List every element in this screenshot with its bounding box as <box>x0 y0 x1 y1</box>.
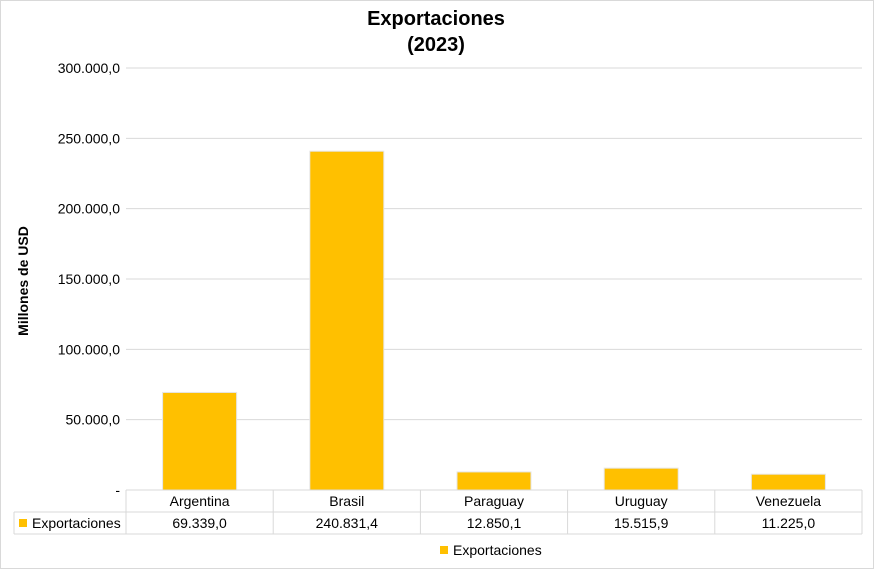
bar-brasil <box>309 150 385 491</box>
bar-paraguay <box>456 471 532 491</box>
data-label: 69.339,0 <box>172 515 227 531</box>
chart-title: Exportaciones <box>367 8 505 30</box>
bar-argentina <box>162 391 238 491</box>
y-tick-label: 300.000,0 <box>58 60 120 76</box>
y-tick-label: 150.000,0 <box>58 271 120 287</box>
bar-venezuela <box>750 473 826 491</box>
x-tick-label: Venezuela <box>756 493 822 509</box>
y-tick-label: - <box>115 482 120 498</box>
data-label: 240.831,4 <box>316 515 378 531</box>
y-tick-label: 100.000,0 <box>58 341 120 357</box>
x-tick-label: Brasil <box>329 493 364 509</box>
data-label: 11.225,0 <box>762 515 816 531</box>
table-series-name: Exportaciones <box>32 515 121 531</box>
y-tick-label: 250.000,0 <box>58 130 120 146</box>
y-tick-label: 200.000,0 <box>58 201 120 217</box>
bars <box>162 150 826 491</box>
data-table: Argentina 69.339,0 Brasil 240.831,4 Paraguay… <box>13 489 863 535</box>
legend-swatch <box>440 546 448 554</box>
x-tick-label: Paraguay <box>464 493 524 509</box>
y-tick-label: 50.000,0 <box>66 412 121 428</box>
y-axis-label: Millones de USD <box>15 226 31 336</box>
data-label: 12.850,1 <box>467 515 522 531</box>
legend: Exportaciones <box>440 542 542 558</box>
y-axis-ticks: - 50.000,0 100.000,0 150.000,0 200.000,0 250.… <box>58 60 121 498</box>
x-tick-label: Argentina <box>170 493 230 509</box>
table-legend-key <box>19 519 27 527</box>
legend-label: Exportaciones <box>453 542 542 558</box>
data-label: 15.515,9 <box>614 515 669 531</box>
bar-uruguay <box>603 467 679 491</box>
x-tick-label: Uruguay <box>615 493 668 509</box>
gridlines <box>126 67 862 421</box>
chart-subtitle: (2023) <box>407 34 465 56</box>
